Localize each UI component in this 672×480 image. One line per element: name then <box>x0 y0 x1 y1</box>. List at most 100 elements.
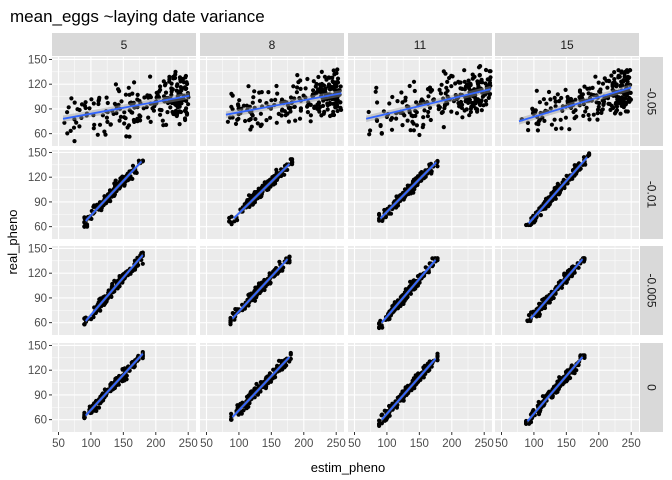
data-point <box>483 81 488 86</box>
data-point <box>142 95 147 100</box>
data-point <box>536 399 541 405</box>
data-point <box>581 155 587 160</box>
data-point <box>368 128 373 133</box>
data-point <box>411 190 416 195</box>
x-tick-label: 100 <box>377 438 396 450</box>
data-point <box>82 224 87 229</box>
data-point <box>587 152 592 158</box>
data-point <box>366 109 371 115</box>
data-point <box>540 297 545 302</box>
data-point <box>377 325 382 331</box>
data-point <box>627 75 632 80</box>
data-point <box>182 98 187 103</box>
data-point <box>538 213 544 218</box>
data-point <box>428 117 433 123</box>
data-point <box>321 83 327 88</box>
data-point <box>323 86 328 91</box>
data-point <box>475 107 480 112</box>
data-point <box>122 110 127 115</box>
data-point <box>445 79 450 84</box>
data-point <box>553 126 559 131</box>
data-point <box>470 76 475 81</box>
data-point <box>236 106 241 111</box>
data-point <box>478 64 483 69</box>
data-point <box>72 117 77 122</box>
x-axis-title: estim_pheno <box>311 460 385 475</box>
data-point <box>426 109 431 115</box>
data-point <box>431 97 436 103</box>
data-point <box>546 391 551 396</box>
data-point <box>298 86 303 91</box>
data-point <box>156 89 162 94</box>
data-point <box>253 117 258 122</box>
data-point <box>616 68 621 73</box>
data-point <box>129 110 134 115</box>
data-point <box>429 364 434 369</box>
data-point <box>560 108 565 113</box>
data-point <box>104 95 109 100</box>
data-point <box>105 100 110 106</box>
data-point <box>96 101 101 107</box>
data-point <box>628 82 633 87</box>
data-point <box>65 110 70 115</box>
y-tick-label: 150 <box>28 54 47 66</box>
data-point <box>613 109 619 114</box>
data-point <box>421 115 426 120</box>
data-point <box>82 316 87 321</box>
data-point <box>468 81 473 86</box>
y-tick-label: 60 <box>34 318 47 330</box>
data-point <box>400 123 405 128</box>
data-point <box>237 98 242 103</box>
data-point <box>163 90 169 95</box>
data-point <box>450 74 455 79</box>
data-point <box>279 97 285 102</box>
data-point <box>338 105 343 110</box>
x-tick-label: 200 <box>146 438 165 450</box>
data-point <box>280 367 285 372</box>
data-point <box>246 404 251 409</box>
data-point <box>248 127 253 132</box>
x-tick-label: 150 <box>410 438 429 450</box>
data-point <box>108 122 113 127</box>
data-point <box>379 131 384 136</box>
fit-line <box>62 94 190 120</box>
data-point <box>331 68 336 73</box>
data-point <box>441 69 446 74</box>
x-tick-label: 250 <box>179 438 198 450</box>
data-point <box>542 118 547 123</box>
x-tick-label: 100 <box>229 438 248 450</box>
data-point <box>284 363 289 368</box>
data-point <box>262 277 267 283</box>
data-point <box>279 108 285 113</box>
data-point <box>407 83 412 89</box>
data-point <box>331 109 336 114</box>
data-point <box>290 162 295 167</box>
fit-line <box>231 258 289 320</box>
data-point <box>410 119 415 124</box>
data-point <box>264 101 269 106</box>
data-point <box>374 85 379 90</box>
data-point <box>174 88 179 93</box>
data-point <box>435 351 440 356</box>
facet-panel <box>495 150 639 239</box>
data-point <box>247 118 252 123</box>
data-point <box>472 87 477 92</box>
data-point <box>460 115 465 120</box>
data-point <box>119 99 124 104</box>
data-point <box>612 77 617 82</box>
data-point <box>551 295 556 301</box>
facet-panel <box>495 246 639 335</box>
data-point <box>324 97 329 102</box>
data-point <box>316 74 321 80</box>
fit-line <box>528 156 588 224</box>
data-point <box>274 83 279 89</box>
data-point <box>596 80 601 85</box>
data-point <box>169 86 174 92</box>
data-point <box>312 91 318 96</box>
data-point <box>181 80 186 85</box>
data-point <box>618 83 623 88</box>
data-point <box>168 105 173 110</box>
fit-line <box>85 160 143 222</box>
data-point <box>247 401 252 406</box>
